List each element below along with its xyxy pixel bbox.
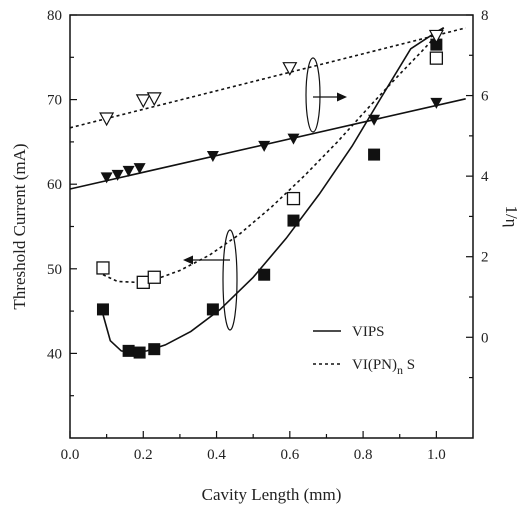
open-triangle-point [135, 94, 151, 109]
filled-triangle-point [430, 97, 443, 109]
open-square-point [147, 270, 161, 284]
filled-triangle-point [206, 151, 219, 162]
open-triangle-point [282, 62, 298, 76]
filled-square-point [206, 303, 219, 316]
y2-tick-label: 0 [481, 330, 489, 346]
open-triangle-point [99, 112, 115, 127]
filled-square-point [430, 38, 443, 51]
y-tick-label: 40 [47, 346, 62, 362]
filled-triangle-point [258, 140, 271, 152]
open-triangle-point [428, 29, 444, 44]
filled-square-point [133, 346, 146, 359]
legend: VIPS VI(PN)n S [313, 324, 415, 377]
filled-square-point [148, 343, 161, 356]
filled-square-point [96, 303, 109, 316]
filled-square-point [368, 148, 381, 161]
y2-axis-title: 1/η [502, 205, 521, 227]
y2-tick-label: 6 [481, 89, 489, 105]
filled-triangle-point [368, 114, 381, 126]
y2-tick-label: 4 [481, 169, 489, 185]
open-square-point [96, 261, 110, 275]
open-square-point [136, 275, 150, 289]
legend-label-vips: VIPS [352, 324, 385, 340]
filled-triangle-point [287, 133, 300, 145]
annotation-ellipse-left [222, 229, 238, 331]
filled-square-point [122, 344, 135, 357]
filled-triangle-point [111, 169, 124, 181]
x-tick-label: 0.6 [280, 447, 299, 463]
x-axis-title: Cavity Length (mm) [202, 485, 342, 504]
filled-square-point [258, 268, 271, 281]
y-axis-title: Threshold Current (mA) [10, 143, 29, 309]
data-points [96, 29, 444, 359]
filled-triangle-point [100, 172, 113, 184]
x-tick-label: 1.0 [427, 447, 446, 463]
filled-triangle-point [122, 165, 135, 177]
y-tick-label: 60 [47, 177, 62, 193]
plot-frame [69, 14, 474, 439]
annotations [183, 57, 347, 331]
x-tick-label: 0.4 [207, 447, 226, 463]
fit-curve-dashed [69, 27, 466, 129]
y-tick-label: 80 [47, 8, 62, 24]
y2-tick-label: 8 [481, 8, 489, 24]
filled-triangle-point [133, 163, 146, 175]
fit-curves [69, 27, 466, 354]
x-tick-label: 0.2 [134, 447, 153, 463]
y-tick-label: 50 [47, 262, 62, 278]
annotation-ellipse-right [305, 57, 321, 133]
filled-square-point [287, 214, 300, 227]
open-square-point [286, 191, 301, 206]
open-square-point [429, 51, 444, 65]
y-tick-label: 70 [47, 93, 62, 109]
arrow-left-head [183, 255, 193, 265]
axes: 0.0 0.2 0.4 0.6 0.8 1.0 40 50 60 70 80 0 2 4 6 8 Cavity … [10, 8, 521, 504]
arrow-right-head [337, 92, 347, 102]
fit-curve-solid [102, 27, 445, 354]
x-tick-label: 0.8 [354, 447, 373, 463]
x-tick-label: 0.0 [61, 447, 80, 463]
open-triangle-point [146, 92, 162, 107]
legend-label-vipns: VI(PN)n S [352, 357, 415, 377]
y2-tick-label: 2 [481, 250, 489, 266]
fit-curve-dashed [102, 27, 445, 284]
